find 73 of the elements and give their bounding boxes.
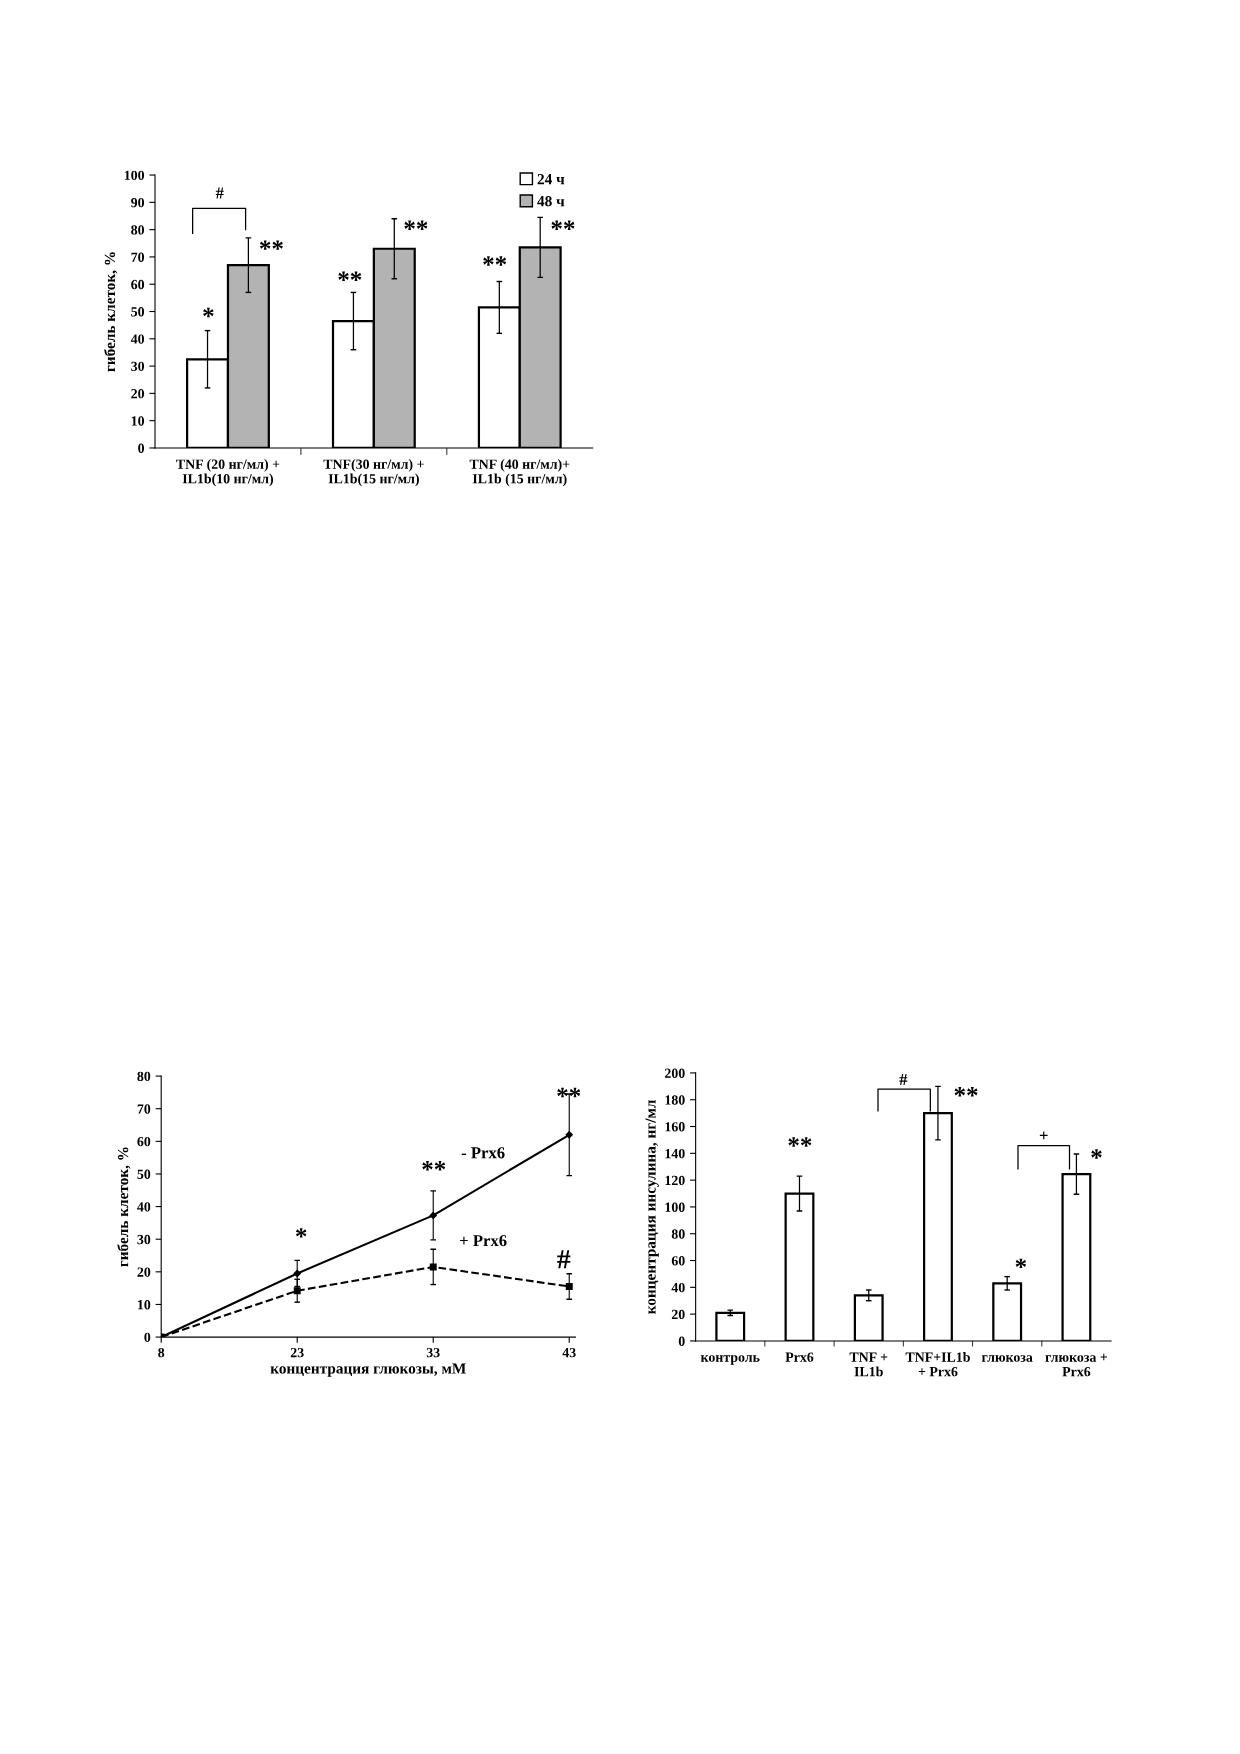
y-tick-label: 0 <box>144 1332 151 1343</box>
point <box>429 1263 437 1271</box>
x-tick-label: 43 <box>562 1347 576 1358</box>
y-tick-label: 180 <box>665 1095 685 1105</box>
y-tick-label: 100 <box>665 1202 685 1212</box>
y-tick-label: 200 <box>664 1068 685 1078</box>
y-tick-label: 70 <box>131 252 145 262</box>
annotation: * <box>1091 1149 1102 1159</box>
x-tick-label: глюкоза <box>981 1355 1033 1362</box>
y-axis-title: концентрация инсулина, нг/мл <box>645 1099 659 1314</box>
y-tick-label: 10 <box>138 1300 151 1310</box>
y-axis-title: гибель клеток, % <box>104 252 118 372</box>
y-tick-label: 10 <box>131 416 145 426</box>
y-tick-label: 80 <box>137 1071 151 1082</box>
x-axis-title: концентрация глюкозы, мМ <box>270 1363 466 1377</box>
y-tick-label: 80 <box>671 1229 685 1239</box>
x-tick-label: Prx6 <box>785 1352 814 1362</box>
y-tick-label: 60 <box>137 1136 151 1147</box>
x-tick-label: TNF+IL1b + Prx6 <box>905 1352 970 1377</box>
y-tick-label: 40 <box>130 334 145 344</box>
annotation: ** <box>338 271 362 281</box>
annotation: ** <box>551 220 575 230</box>
annotation: # <box>899 1074 908 1085</box>
y-tick-label: 40 <box>671 1282 685 1293</box>
annotation: ** <box>954 1087 978 1097</box>
y-tick-label: 60 <box>131 279 145 290</box>
point <box>565 1131 573 1139</box>
series-label: - Prx6 <box>461 1147 505 1159</box>
series-label: + Prx6 <box>460 1235 507 1247</box>
y-tick-label: 70 <box>137 1104 151 1114</box>
annotation: ** <box>404 220 428 230</box>
annotation: + <box>1039 1131 1048 1140</box>
y-tick-label: 0 <box>138 443 145 453</box>
point <box>429 1211 437 1220</box>
annotation: * <box>1015 1258 1027 1269</box>
y-tick-label: 90 <box>131 197 145 208</box>
y-tick-label: 100 <box>124 170 145 180</box>
annotation: * <box>295 1228 307 1238</box>
y-tick-label: 30 <box>131 361 145 372</box>
x-tick-label: TNF (40 нг/мл)+ IL1b (15 нг/мл) <box>469 459 570 487</box>
annotation: ** <box>422 1161 446 1171</box>
x-tick-label: контроль <box>700 1355 760 1365</box>
y-tick-label: 20 <box>131 388 145 399</box>
annotation: * <box>203 307 214 318</box>
y-tick-label: 0 <box>678 1336 685 1346</box>
annotation: ** <box>557 1087 581 1098</box>
y-tick-label: 60 <box>671 1256 685 1266</box>
y-tick-label: 50 <box>131 307 145 317</box>
y-tick-label: 20 <box>671 1309 685 1320</box>
y-tick-label: 160 <box>665 1122 685 1132</box>
y-tick-label: 30 <box>137 1234 151 1245</box>
annotation: ** <box>788 1137 812 1147</box>
y-tick-label: 20 <box>137 1267 151 1277</box>
y-tick-label: 140 <box>665 1148 685 1159</box>
annotation: # <box>557 1250 571 1269</box>
annotation: ** <box>483 256 507 266</box>
annotation: ** <box>259 240 283 250</box>
x-tick-label: TNF (20 нг/мл) + IL1b(10 нг/мл) <box>176 459 280 487</box>
x-tick-label: TNF(30 нг/мл) + IL1b(15 нг/мл) <box>323 459 424 487</box>
x-tick-label: глюкоза + Prx6 <box>1045 1353 1108 1377</box>
x-tick-label: 33 <box>426 1347 440 1358</box>
y-tick-label: 40 <box>137 1202 151 1212</box>
point <box>565 1283 573 1290</box>
x-tick-label: 8 <box>158 1347 165 1358</box>
x-tick-label: 23 <box>290 1347 304 1358</box>
y-tick-label: 120 <box>665 1175 685 1186</box>
x-tick-label: TNF + IL1b <box>849 1352 888 1377</box>
y-tick-label: 50 <box>137 1169 151 1179</box>
legend-label: 48 ч <box>537 196 565 207</box>
legend-label: 24 ч <box>537 174 565 185</box>
annotation: # <box>215 187 224 199</box>
y-axis-title: гибель клеток, % <box>117 1147 131 1267</box>
y-tick-label: 80 <box>131 225 145 235</box>
